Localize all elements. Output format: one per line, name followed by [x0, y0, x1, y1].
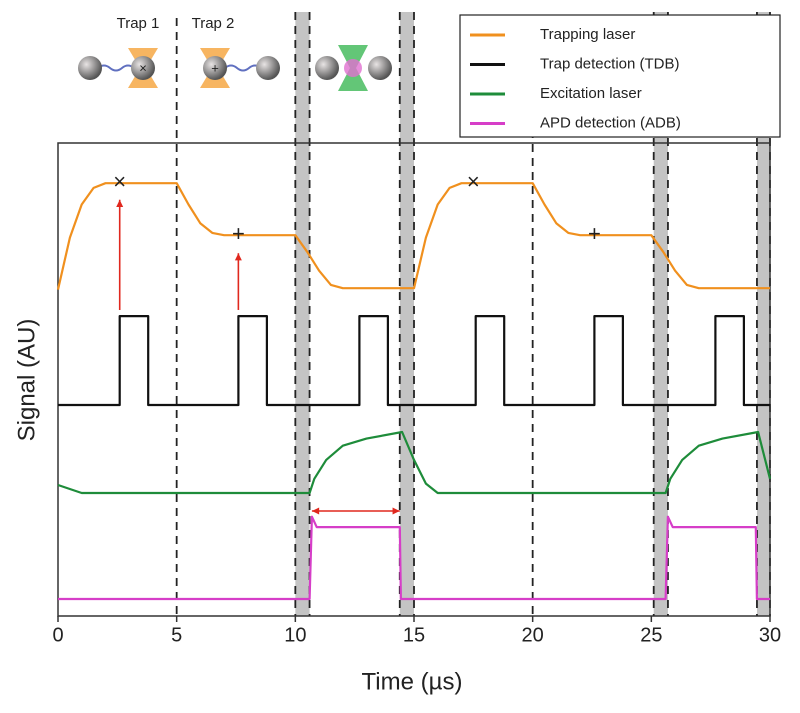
arrow-head [311, 507, 320, 515]
arrow [116, 199, 124, 310]
legend-label: Excitation laser [540, 85, 642, 102]
trap-label: Trap 2 [192, 15, 235, 32]
x-tick-label: 20 [522, 624, 544, 646]
x-tick-label: 10 [284, 624, 306, 646]
icon-1: × [78, 48, 158, 88]
series-line [58, 515, 770, 601]
x-tick-label: 30 [759, 624, 781, 646]
marker: × [467, 169, 480, 194]
series-line [57, 430, 772, 495]
shaded-region [295, 12, 310, 616]
x-tick-label: 25 [640, 624, 662, 646]
y-axis-label: Signal (AU) [13, 319, 40, 442]
x-tick-label: 0 [52, 624, 63, 646]
series-line [56, 182, 770, 290]
arrow-head [234, 253, 242, 261]
marker: + [588, 221, 601, 246]
icon-3 [315, 45, 392, 91]
legend-label: Trap detection (TDB) [540, 55, 680, 72]
svg-text:+: + [211, 60, 219, 75]
trap-icons: × + [78, 45, 392, 91]
marker: + [232, 221, 245, 246]
arrow-head [116, 199, 124, 207]
legend: Trapping laser Trap detection (TDB) Excita… [459, 14, 781, 138]
arrow-head [392, 507, 400, 515]
x-tick-label: 15 [403, 624, 425, 646]
trap-label: Trap 1 [117, 15, 160, 32]
icon-2: + [200, 48, 280, 88]
legend-label: Trapping laser [540, 26, 635, 43]
legend-label: APD detection (ADB) [540, 114, 681, 131]
shaded-region [399, 12, 414, 616]
series-line [58, 315, 770, 407]
x-tick-label: 5 [171, 624, 182, 646]
marker: × [113, 169, 126, 194]
shaded-region [653, 12, 668, 616]
arrow [311, 507, 400, 515]
arrow [234, 253, 242, 310]
legend-box [459, 14, 781, 138]
x-axis-label: Time (µs) [362, 668, 463, 695]
plot-layer: 0 5 10 15 20 25 30 × + × + [52, 142, 781, 646]
svg-text:×: × [139, 60, 147, 75]
